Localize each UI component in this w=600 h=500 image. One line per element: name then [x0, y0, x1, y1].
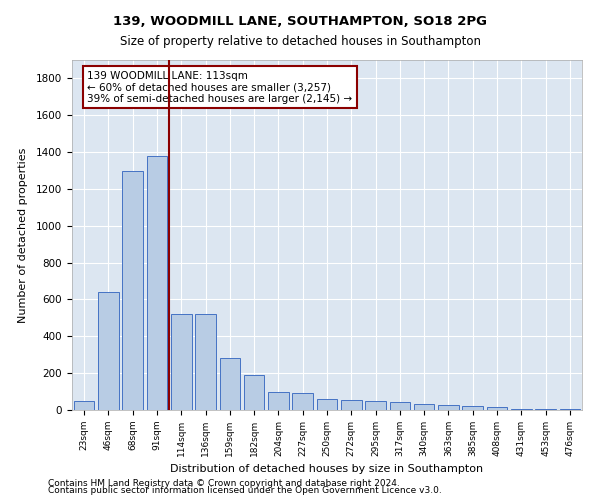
- Text: Size of property relative to detached houses in Southampton: Size of property relative to detached ho…: [119, 35, 481, 48]
- Bar: [511, 409, 532, 410]
- Bar: [74, 401, 94, 410]
- Bar: [341, 400, 362, 410]
- Bar: [220, 358, 240, 410]
- Text: Contains public sector information licensed under the Open Government Licence v3: Contains public sector information licen…: [48, 486, 442, 495]
- Bar: [438, 405, 459, 410]
- Bar: [244, 375, 265, 410]
- Bar: [487, 407, 508, 410]
- Bar: [268, 392, 289, 410]
- Text: Contains HM Land Registry data © Crown copyright and database right 2024.: Contains HM Land Registry data © Crown c…: [48, 478, 400, 488]
- Bar: [292, 392, 313, 410]
- Bar: [146, 156, 167, 410]
- Bar: [98, 292, 119, 410]
- Bar: [195, 314, 216, 410]
- Bar: [122, 170, 143, 410]
- Bar: [463, 406, 483, 410]
- Text: 139, WOODMILL LANE, SOUTHAMPTON, SO18 2PG: 139, WOODMILL LANE, SOUTHAMPTON, SO18 2P…: [113, 15, 487, 28]
- X-axis label: Distribution of detached houses by size in Southampton: Distribution of detached houses by size …: [170, 464, 484, 474]
- Bar: [171, 314, 191, 410]
- Bar: [535, 409, 556, 410]
- Bar: [317, 399, 337, 410]
- Text: 139 WOODMILL LANE: 113sqm
← 60% of detached houses are smaller (3,257)
39% of se: 139 WOODMILL LANE: 113sqm ← 60% of detac…: [88, 70, 352, 104]
- Y-axis label: Number of detached properties: Number of detached properties: [17, 148, 28, 322]
- Bar: [414, 404, 434, 410]
- Bar: [365, 401, 386, 410]
- Bar: [389, 402, 410, 410]
- Bar: [560, 408, 580, 410]
